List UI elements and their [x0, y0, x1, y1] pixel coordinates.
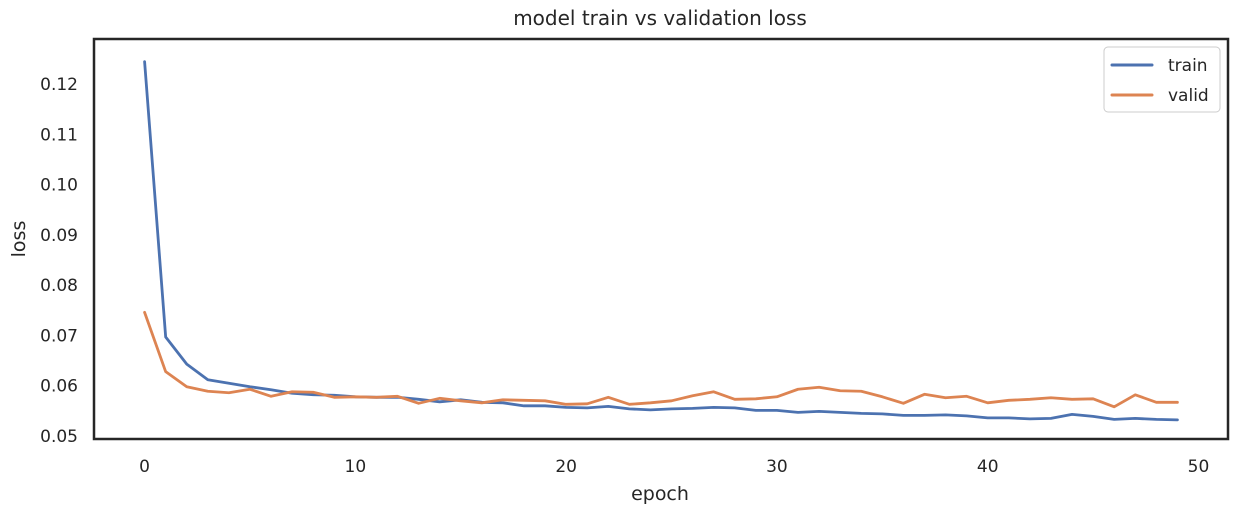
legend: train valid — [1103, 46, 1221, 113]
legend-label-valid: valid — [1168, 86, 1209, 106]
y-tick-label: 0.08 — [40, 276, 78, 296]
y-tick-label: 0.12 — [40, 75, 78, 95]
x-tick-label: 50 — [1188, 457, 1210, 477]
x-tick-label: 30 — [766, 457, 788, 477]
series-line-valid — [143, 310, 1179, 409]
x-tick-label: 40 — [977, 457, 999, 477]
y-tick-label: 0.11 — [40, 125, 78, 145]
y-tick-label: 0.05 — [40, 427, 78, 447]
x-tick-label: 20 — [555, 457, 577, 477]
plot-area — [143, 60, 1179, 422]
x-tick-label: 10 — [345, 457, 367, 477]
x-axis-ticks: 0 10 20 30 40 50 — [139, 457, 1209, 477]
y-tick-label: 0.09 — [40, 226, 78, 246]
y-tick-label: 0.07 — [40, 326, 78, 346]
plot-frame — [92, 37, 1230, 441]
y-tick-label: 0.06 — [40, 377, 78, 397]
legend-label-train: train — [1168, 56, 1208, 76]
y-tick-label: 0.10 — [40, 176, 78, 196]
x-tick-label: 0 — [139, 457, 150, 477]
series-line-train — [143, 60, 1179, 422]
y-axis-label: loss — [8, 221, 30, 258]
chart-title: model train vs validation loss — [513, 6, 807, 30]
x-axis-label: epoch — [631, 483, 689, 505]
y-axis-ticks: 0.05 0.06 0.07 0.08 0.09 0.10 0.11 0.12 — [40, 75, 78, 447]
